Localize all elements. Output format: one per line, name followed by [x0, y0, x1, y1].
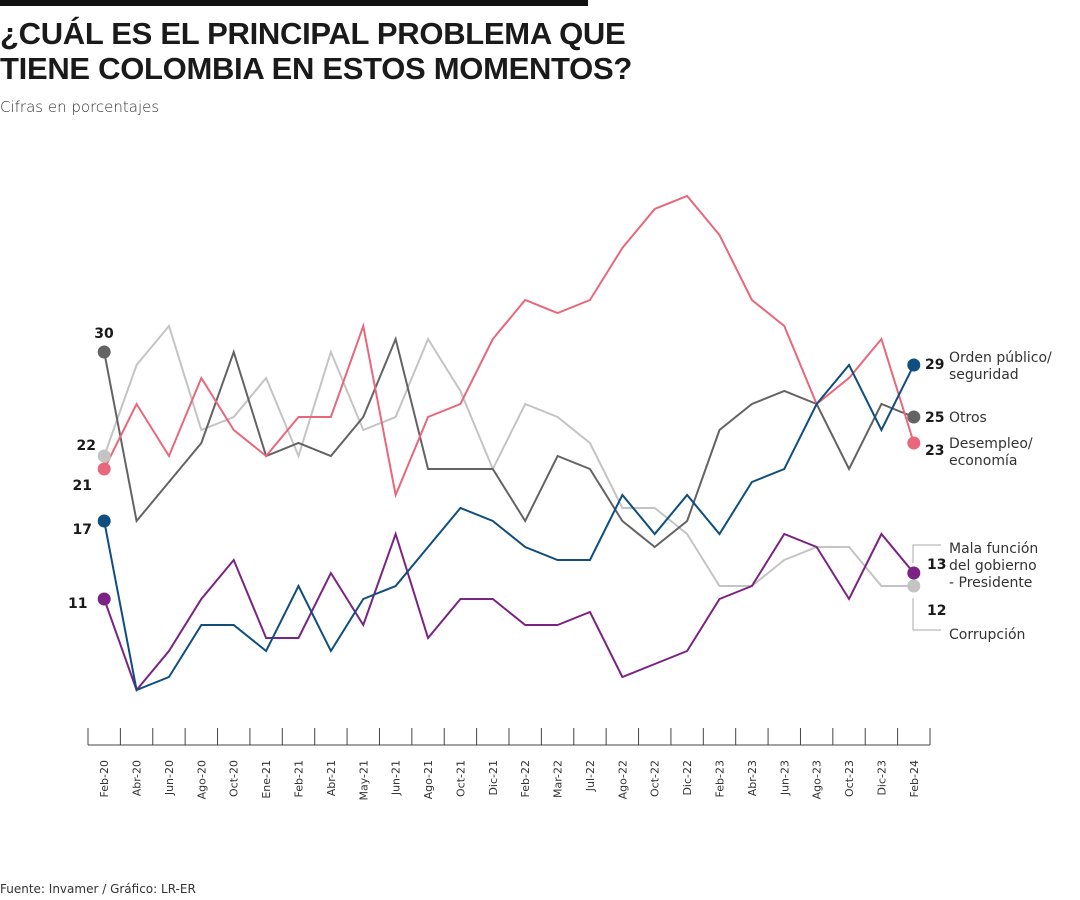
- x-tick-label: Oct-21: [454, 760, 467, 797]
- x-tick-label: Abr-23: [746, 760, 759, 796]
- end-point-marker: [907, 410, 921, 424]
- start-point-marker: [97, 592, 111, 606]
- x-tick-label: Oct-23: [843, 760, 856, 797]
- x-tick-label: Abr-21: [325, 760, 338, 796]
- x-tick-label: Oct-22: [649, 760, 662, 797]
- end-point-marker: [907, 436, 921, 450]
- series-label-line: Otros: [949, 410, 987, 426]
- x-tick-label: Ago-20: [195, 760, 208, 799]
- x-tick-label: Jun-23: [778, 760, 791, 796]
- x-tick-label: Dic-22: [681, 760, 694, 796]
- series-label-line: del gobierno: [949, 558, 1037, 574]
- end-label-orden-publico: 29: [925, 357, 944, 373]
- x-tick-label: Abr-20: [131, 760, 144, 796]
- end-point-marker: [907, 579, 921, 593]
- series-label-line: Orden público/: [949, 350, 1052, 366]
- series-label-3: Orden público/seguridad: [949, 350, 1052, 383]
- series-label-line: Desempleo/: [949, 436, 1033, 452]
- title-line-2: TIENE COLOMBIA EN ESTOS MOMENTOS?: [0, 51, 632, 86]
- x-tick-label: May-21: [357, 760, 370, 801]
- x-tick-label: Ene-21: [260, 760, 273, 799]
- start-label-otros: 30: [94, 326, 114, 342]
- chart-subtitle: Cifras en porcentajes: [0, 98, 160, 116]
- legend-bracket-corrupcion: [912, 598, 941, 631]
- series-label-4: Mala función del gobierno - Presidente: [949, 541, 1038, 591]
- x-tick-label: Ago-23: [811, 760, 824, 799]
- series-line-4: [103, 530, 915, 692]
- x-tick-label: Dic-21: [487, 760, 500, 796]
- x-tick-label: Oct-20: [228, 760, 241, 797]
- end-label-mala-funcion: 13: [927, 557, 946, 573]
- series-label-line: seguridad: [949, 367, 1019, 383]
- x-tick-label: Ago-21: [422, 760, 435, 799]
- series-label-0: Desempleo/economía: [949, 436, 1033, 469]
- x-tick-label: Jul-22: [584, 760, 597, 792]
- source-note: Fuente: Invamer / Gráfico: LR-ER: [0, 882, 196, 896]
- end-point-marker: [907, 358, 921, 372]
- start-label-orden-publico: 17: [73, 522, 92, 538]
- series-label-2: Corrupción: [949, 627, 1025, 643]
- end-label-desempleo: 23: [925, 443, 944, 459]
- x-tick-label: Feb-22: [519, 760, 532, 797]
- series-label-1: Otros: [949, 410, 987, 426]
- chart-title: ¿CUÁL ES EL PRINCIPAL PROBLEMA QUE TIENE…: [0, 16, 632, 86]
- x-tick-label: Feb-20: [98, 760, 111, 797]
- x-tick-label: Feb-24: [908, 760, 921, 797]
- end-label-otros: 25: [925, 410, 944, 426]
- x-tick-label: Feb-23: [714, 760, 727, 797]
- end-point-marker: [907, 566, 921, 580]
- legend-bracket-mala-funcion: [912, 544, 941, 563]
- start-label-mala-funcion: 11: [68, 596, 87, 612]
- start-point-marker: [97, 514, 111, 528]
- end-label-corrupcion: 12: [927, 603, 946, 619]
- series-line-1: [103, 335, 915, 549]
- x-tick-label: Ago-22: [616, 760, 629, 799]
- title-line-1: ¿CUÁL ES EL PRINCIPAL PROBLEMA QUE: [0, 16, 626, 51]
- start-label-desempleo: 21: [73, 478, 92, 494]
- x-tick-label: Dic-23: [875, 760, 888, 796]
- series-label-line: economía: [949, 453, 1017, 469]
- start-label-corrupcion: 22: [77, 438, 96, 454]
- title-rule: [0, 0, 588, 6]
- series-label-line: Corrupción: [949, 627, 1025, 643]
- start-point-marker: [97, 345, 111, 359]
- series-label-line: Mala función: [949, 541, 1038, 557]
- start-point-marker: [97, 449, 111, 463]
- series-line-2: [103, 323, 914, 587]
- x-tick-label: Jun-20: [163, 760, 176, 796]
- x-tick-label: Jun-21: [390, 760, 403, 796]
- series-line-0: [103, 194, 915, 499]
- series-line-3: [103, 363, 915, 692]
- x-tick-label: Feb-21: [293, 760, 306, 797]
- series-label-line: - Presidente: [949, 575, 1032, 591]
- start-point-marker: [97, 462, 111, 476]
- x-tick-label: Mar-22: [552, 760, 565, 798]
